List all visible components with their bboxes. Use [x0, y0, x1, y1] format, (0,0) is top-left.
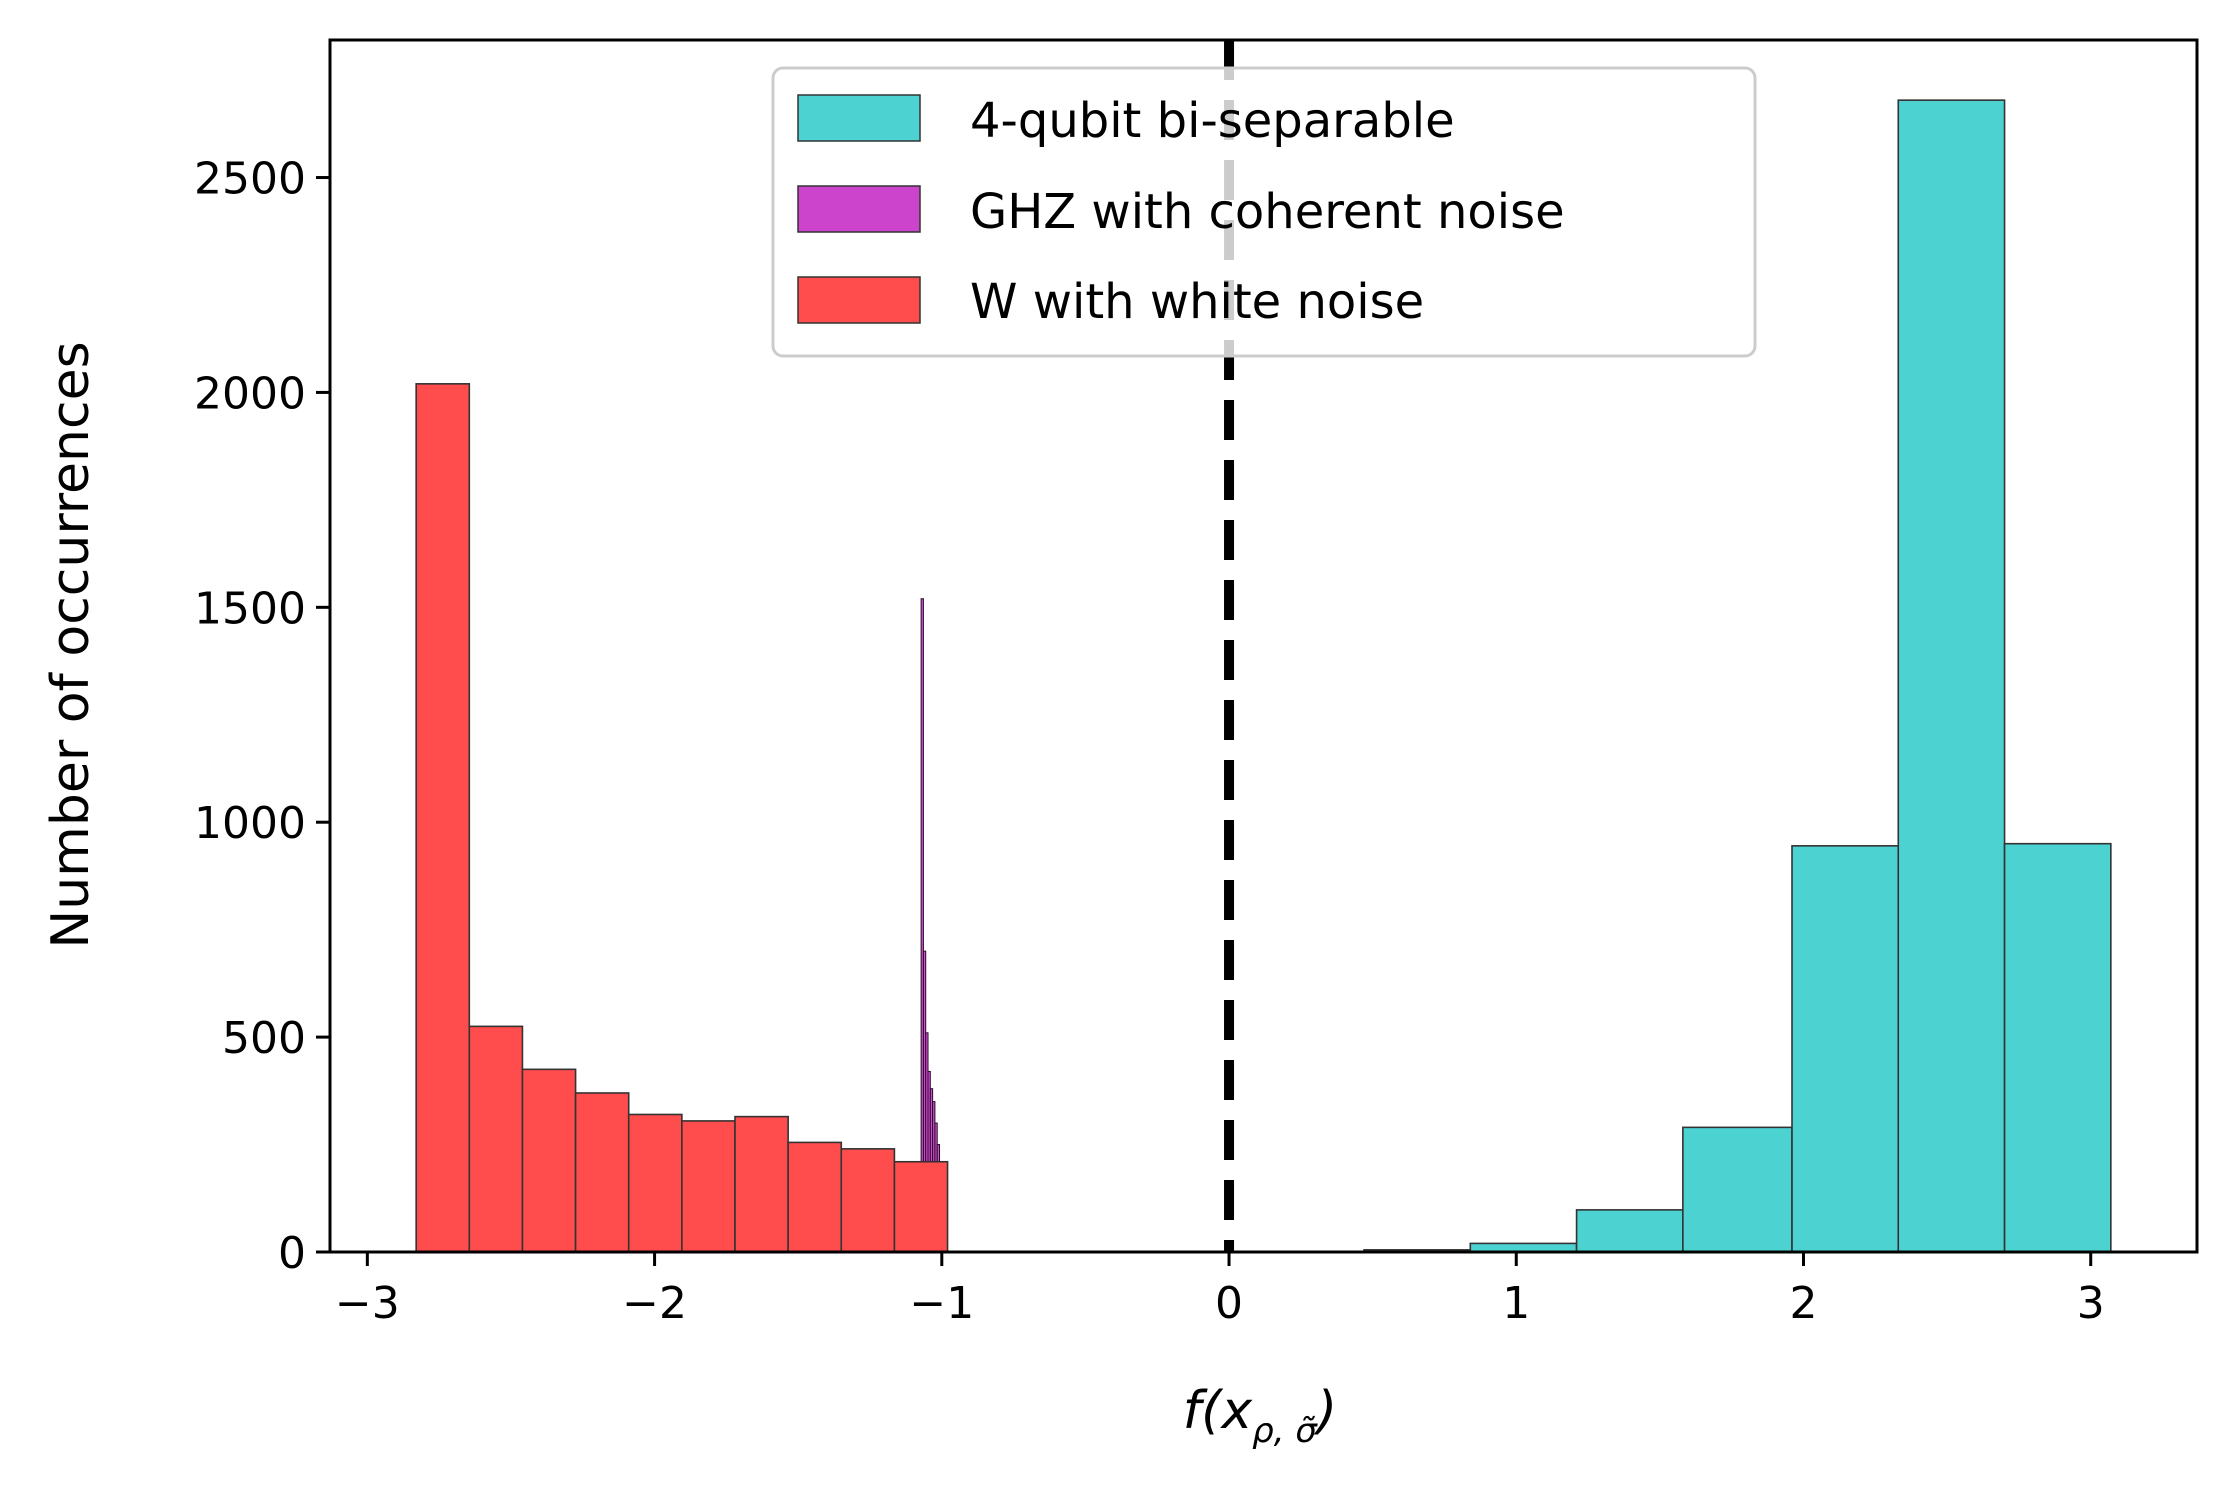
bar-w-with-white-noise-9 [893, 1160, 949, 1253]
bar-w-with-white-noise-1 [468, 1025, 524, 1253]
x-tick-label: 2 [1789, 1278, 1817, 1329]
legend-label-ghz: GHZ with coherent noise [970, 184, 1565, 240]
bar-w-with-white-noise-6 [734, 1115, 789, 1253]
x-tick-label: −2 [622, 1278, 687, 1329]
y-tick-label: 2000 [194, 368, 306, 419]
y-tick-label: 1000 [194, 798, 306, 849]
axes-frame [328, 38, 2199, 1254]
bar-4-qubit-bi-separable-5 [1897, 99, 2006, 1253]
x-axis-title-close-paren: ) [1313, 1381, 1337, 1441]
bar-w-with-white-noise-3 [574, 1092, 630, 1253]
x-axis-ticks: −3 −2 −1 0 1 2 3 [335, 1252, 2105, 1329]
legend-label-biseparable: 4-qubit bi-separable [970, 93, 1455, 149]
bar-w-with-white-noise-7 [787, 1141, 843, 1253]
bar-w-with-white-noise-2 [521, 1068, 577, 1253]
y-axis-title: Number of occurrences [41, 341, 101, 948]
legend-label-w: W with white noise [970, 274, 1424, 330]
y-tick-label: 1500 [194, 583, 306, 634]
bar-w-with-white-noise-5 [681, 1120, 736, 1253]
x-tick-label: 0 [1215, 1278, 1243, 1329]
y-axis-ticks: 0 500 1000 1500 2000 2500 [194, 154, 330, 1279]
legend-swatch-w [797, 276, 921, 324]
bar-4-qubit-bi-separable-4 [1791, 845, 1900, 1253]
legend: 4-qubit bi-separable GHZ with coherent n… [771, 66, 1757, 358]
x-tick-label: 3 [2077, 1278, 2105, 1329]
y-tick-label: 0 [278, 1228, 306, 1279]
bar-4-qubit-bi-separable-2 [1575, 1209, 1684, 1253]
bar-w-with-white-noise-4 [627, 1113, 683, 1253]
y-tick-label: 500 [222, 1013, 306, 1064]
y-tick-label: 2500 [194, 154, 306, 205]
bar-w-with-white-noise-0 [415, 383, 471, 1253]
bar-w-with-white-noise-8 [840, 1148, 896, 1253]
bar-4-qubit-bi-separable-6 [2003, 842, 2112, 1253]
bars-layer [415, 99, 2112, 1253]
x-axis-title-subscript: ρ, σ̃ [1252, 1411, 1318, 1451]
x-tick-label: −3 [335, 1278, 400, 1329]
x-tick-label: −1 [909, 1278, 974, 1329]
bar-4-qubit-bi-separable-3 [1682, 1126, 1793, 1253]
x-tick-label: 1 [1502, 1278, 1530, 1329]
legend-swatch-ghz [797, 185, 921, 233]
legend-box [771, 66, 1757, 358]
legend-swatch-biseparable [797, 94, 921, 142]
